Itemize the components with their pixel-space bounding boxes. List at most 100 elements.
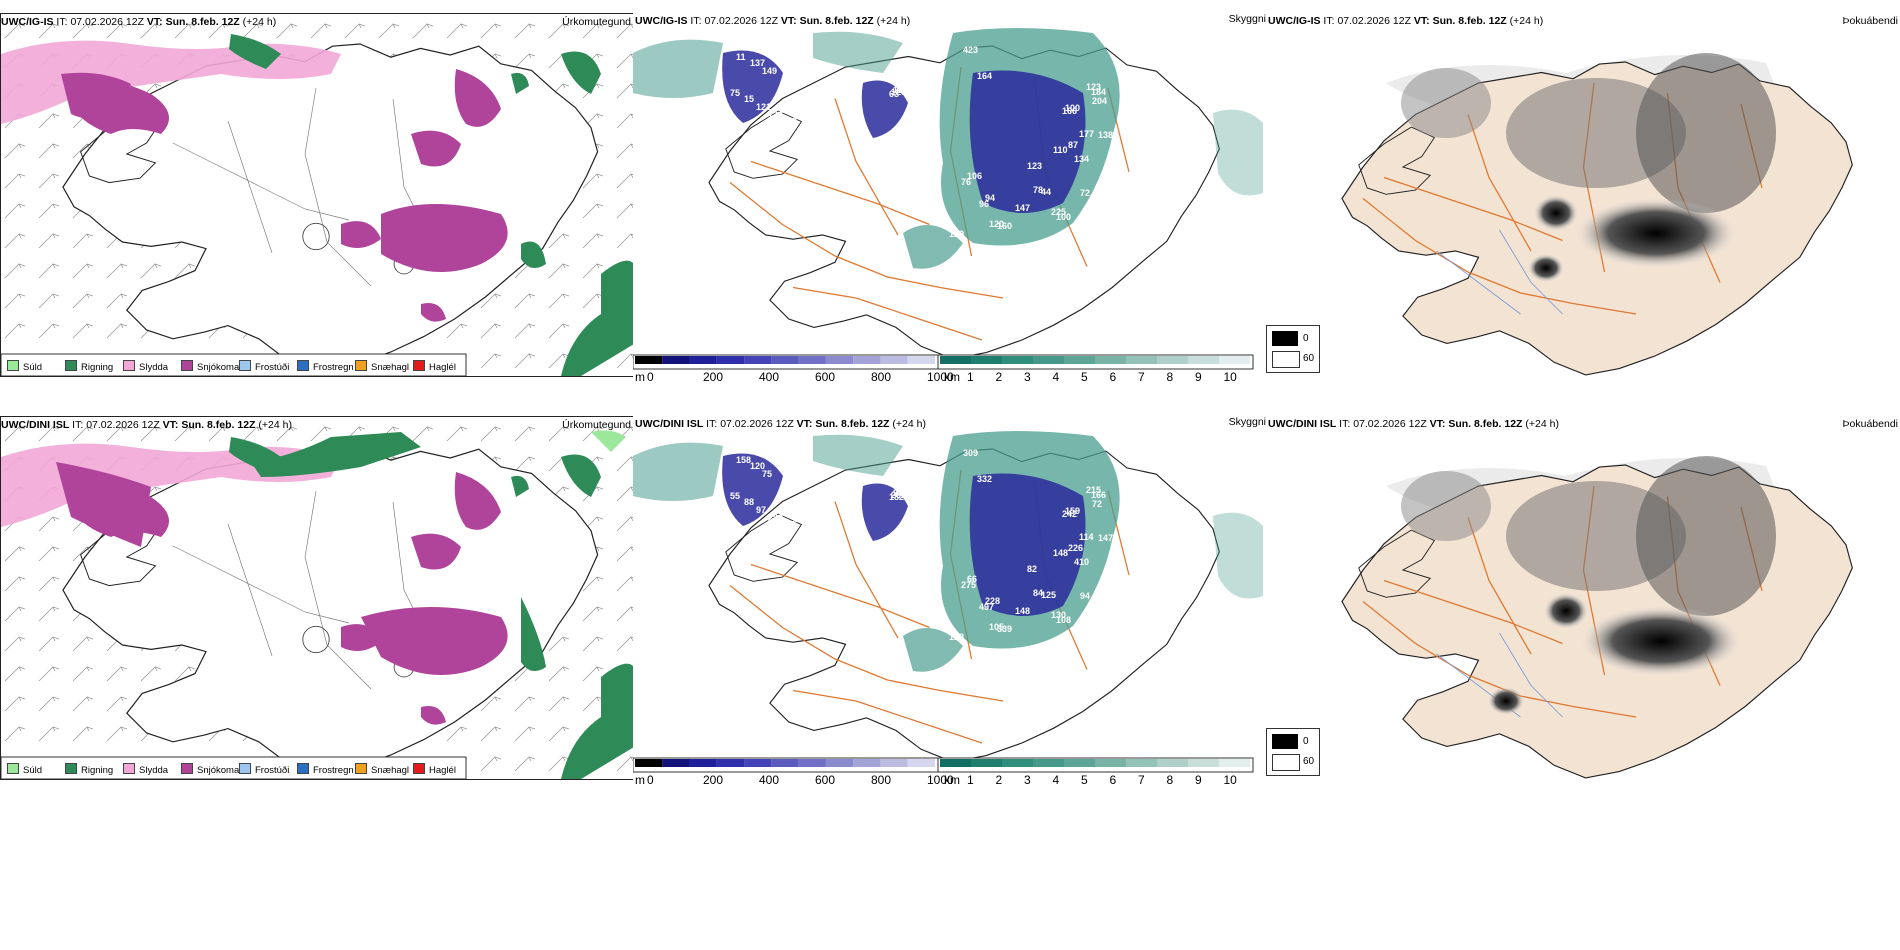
cloud-base-label: 78 xyxy=(1033,185,1043,195)
cloud-base-label: 121 xyxy=(756,102,771,112)
vis-color-step xyxy=(1002,356,1033,364)
cloud-base-label: 63 xyxy=(889,89,899,99)
legend-swatch xyxy=(413,360,425,371)
cloud-base-label: 120 xyxy=(750,461,765,471)
vis-color-step xyxy=(1157,759,1188,767)
cloud-base-label: 115 xyxy=(893,85,908,95)
legend-swatch xyxy=(239,360,251,371)
vis-tick-label: 5 xyxy=(1081,773,1088,787)
height-color-step xyxy=(880,759,908,767)
vis-tick-label: 4 xyxy=(1052,370,1060,384)
cloud-base-label: 283 xyxy=(768,513,783,523)
precip-map xyxy=(1,14,634,376)
cloud-header: UWC/DINI ISL IT: 07.02.2026 12Z VT: Sun.… xyxy=(635,418,926,430)
fog-scale-legend: 0 60 xyxy=(1266,325,1320,373)
cloud-base-label: 271 xyxy=(899,482,914,492)
model-name: UWC/IG-IS xyxy=(1,16,54,28)
height-color-step xyxy=(662,759,690,767)
cloud-vis-panel: 309 158 182 72 228 159 283 262 410 66 82 55 95 108 128… xyxy=(633,416,1266,796)
height-color-step xyxy=(744,356,772,364)
cloud-base-label: 110 xyxy=(1053,145,1068,155)
precip-legend-item: Frostúði xyxy=(239,360,289,373)
vis-tick-label: 10 xyxy=(1223,773,1237,787)
cloud-base-label: 10 xyxy=(907,131,917,141)
height-color-step xyxy=(771,356,799,364)
cloud-base-label: 267 xyxy=(895,486,910,496)
vis-tick-label: 9 xyxy=(1195,370,1202,384)
cloud-base-label: 174 xyxy=(905,133,920,143)
precip-legend-item: Snæhagl xyxy=(355,763,409,776)
height-color-step xyxy=(825,759,854,767)
vis-color-step xyxy=(1188,356,1219,364)
cloud-map: 423 11 63 204 94 100 130 128 134 106 123 75 115 100 12… xyxy=(633,28,1263,370)
legend-swatch xyxy=(65,763,77,774)
precip-legend-item: Snæhagl xyxy=(355,360,409,373)
cloud-base-label: 182 xyxy=(889,492,904,502)
height-colorbar xyxy=(635,356,935,364)
cloud-base-label: 66 xyxy=(907,534,917,544)
legend-swatch xyxy=(181,763,193,774)
cloud-base-label: 100 xyxy=(1056,212,1071,222)
cloud-base-label: 150 xyxy=(782,116,797,126)
cloud-base-label: 158 xyxy=(736,455,751,465)
cloud-base-label: 332 xyxy=(977,474,992,484)
height-tick-label: 200 xyxy=(703,370,724,384)
vis-color-step xyxy=(1219,356,1250,364)
vis-tick-label: 2 xyxy=(995,370,1003,384)
height-color-step xyxy=(716,759,745,767)
cloud-base-label: 129 xyxy=(949,229,964,239)
cloud-title: Skyggni xyxy=(1228,416,1266,428)
legend-swatch xyxy=(7,360,19,371)
height-color-step xyxy=(798,356,826,364)
cloud-base-label: 95 xyxy=(893,488,903,498)
cloud-base-label: 225 xyxy=(1051,207,1066,217)
cloud-base-label: 123 xyxy=(1027,161,1042,171)
cloud-base-label: 82 xyxy=(1027,564,1037,574)
cloud-base-label: 55 xyxy=(897,81,907,91)
fog-swatch-dark xyxy=(1272,331,1298,346)
fog-value-low: 0 xyxy=(1303,736,1309,747)
fog-value-high: 60 xyxy=(1303,353,1315,364)
cloud-base-label: 99 xyxy=(788,80,798,90)
cloud-base-label: 97 xyxy=(756,505,766,515)
height-color-step xyxy=(853,759,881,767)
precip-legend-item: Frostregn xyxy=(297,763,354,776)
legend-swatch xyxy=(413,763,425,774)
cloud-base-label: 75 xyxy=(762,469,772,479)
cloud-base-label: 15 xyxy=(744,94,754,104)
cloud-base-label: 125 xyxy=(1041,590,1056,600)
vis-color-step xyxy=(1033,356,1064,364)
height-color-step xyxy=(907,759,935,767)
precip-type-panel: UWC/DINI ISL IT: 07.02.2026 12Z VT: Sun.… xyxy=(0,416,635,780)
cloud-base-label: 87 xyxy=(1068,140,1078,150)
cloud-base-label: 75 xyxy=(730,88,740,98)
fog-swatch-dark xyxy=(1272,734,1298,749)
cloud-base-label: 72 xyxy=(1092,499,1102,509)
cloud-base-label: 76 xyxy=(961,177,971,187)
vis-tick-label: 7 xyxy=(1138,773,1145,787)
fog-map xyxy=(1341,53,1853,376)
fog-value-low: 0 xyxy=(1303,333,1309,344)
cloud-base-label: 11 xyxy=(736,52,746,62)
vis-color-step xyxy=(940,759,971,767)
cloud-base-label: 148 xyxy=(1053,548,1068,558)
fog-panel: UWC/IG-IS IT: 07.02.2026 12Z VT: Sun. 8.… xyxy=(1266,13,1900,393)
fog-scale-legend: 0 60 xyxy=(1266,728,1320,776)
vis-color-step xyxy=(1064,759,1095,767)
precip-legend-item: Frostúði xyxy=(239,763,289,776)
cloud-base-label: 189 xyxy=(1015,243,1030,253)
legend-swatch xyxy=(123,763,135,774)
height-color-step xyxy=(689,356,717,364)
vis-tick-label: 5 xyxy=(1081,370,1088,384)
vis-color-step xyxy=(1002,759,1033,767)
legend-swatch xyxy=(239,763,251,774)
fog-title: Þokuábendi xyxy=(1842,15,1898,27)
fog-swatch-light xyxy=(1272,754,1300,771)
cloud-base-label: 180 xyxy=(1104,567,1119,577)
vis-color-step xyxy=(940,356,971,364)
cloud-base-label: 114 xyxy=(1079,532,1094,542)
cloud-base-label: 98 xyxy=(901,480,911,490)
cloud-base-label: 306 xyxy=(897,484,912,494)
precip-title: Úrkomutegund xyxy=(562,419,631,431)
cloud-base-label: 228 xyxy=(903,478,918,488)
